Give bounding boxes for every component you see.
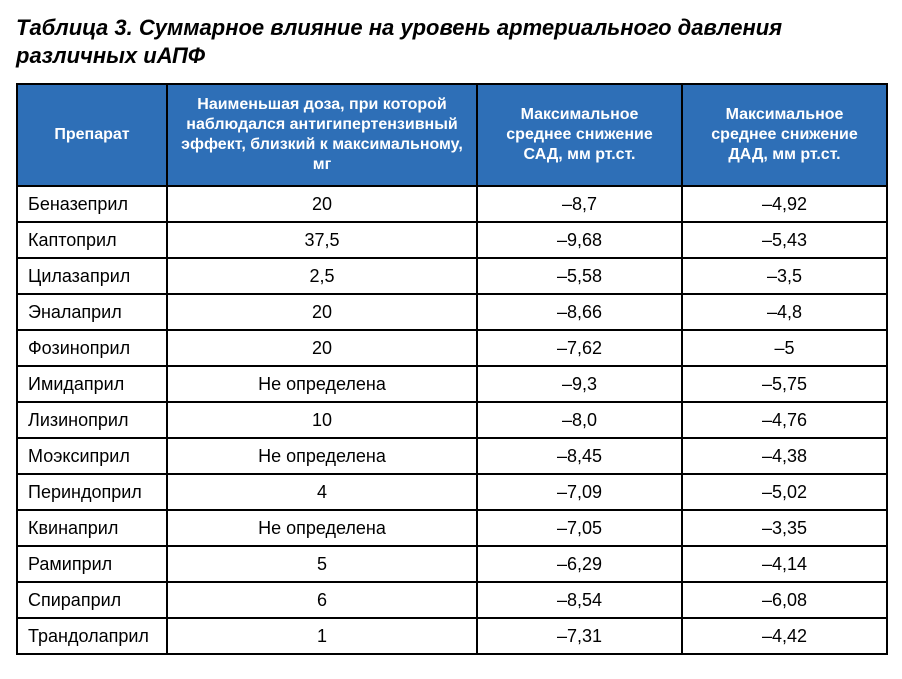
table-row: Лизиноприл10–8,0–4,76 xyxy=(17,402,887,438)
cell-sad: –7,31 xyxy=(477,618,682,654)
cell-dad: –4,76 xyxy=(682,402,887,438)
cell-dose: Не определена xyxy=(167,438,477,474)
cell-sad: –7,09 xyxy=(477,474,682,510)
cell-sad: –8,0 xyxy=(477,402,682,438)
table-row: Спираприл6–8,54–6,08 xyxy=(17,582,887,618)
table-row: Беназеприл20–8,7–4,92 xyxy=(17,186,887,222)
cell-dad: –4,38 xyxy=(682,438,887,474)
cell-sad: –8,66 xyxy=(477,294,682,330)
cell-sad: –8,7 xyxy=(477,186,682,222)
cell-drug: Периндоприл xyxy=(17,474,167,510)
table-body: Беназеприл20–8,7–4,92Каптоприл37,5–9,68–… xyxy=(17,186,887,654)
cell-drug: Квинаприл xyxy=(17,510,167,546)
cell-dose: 4 xyxy=(167,474,477,510)
table-row: Рамиприл5–6,29–4,14 xyxy=(17,546,887,582)
cell-dad: –4,42 xyxy=(682,618,887,654)
table-row: Фозиноприл20–7,62–5 xyxy=(17,330,887,366)
table-row: Трандолаприл1–7,31–4,42 xyxy=(17,618,887,654)
cell-dose: 37,5 xyxy=(167,222,477,258)
table-row: Периндоприл4–7,09–5,02 xyxy=(17,474,887,510)
cell-dad: –4,8 xyxy=(682,294,887,330)
cell-dad: –3,5 xyxy=(682,258,887,294)
cell-drug: Имидаприл xyxy=(17,366,167,402)
cell-dose: 20 xyxy=(167,330,477,366)
cell-drug: Цилазаприл xyxy=(17,258,167,294)
cell-dose: 20 xyxy=(167,294,477,330)
cell-dose: 1 xyxy=(167,618,477,654)
col-header-drug: Препарат xyxy=(17,84,167,186)
cell-sad: –8,45 xyxy=(477,438,682,474)
data-table: Препарат Наименьшая доза, при которой на… xyxy=(16,83,888,655)
cell-drug: Моэксиприл xyxy=(17,438,167,474)
cell-dad: –5 xyxy=(682,330,887,366)
cell-drug: Фозиноприл xyxy=(17,330,167,366)
col-header-dose: Наименьшая доза, при которой наблюдался … xyxy=(167,84,477,186)
cell-dad: –5,43 xyxy=(682,222,887,258)
cell-dose: 5 xyxy=(167,546,477,582)
cell-drug: Лизиноприл xyxy=(17,402,167,438)
cell-dose: Не определена xyxy=(167,366,477,402)
cell-drug: Трандолаприл xyxy=(17,618,167,654)
table-head: Препарат Наименьшая доза, при которой на… xyxy=(17,84,887,186)
cell-dose: 2,5 xyxy=(167,258,477,294)
table-row: Цилазаприл2,5–5,58–3,5 xyxy=(17,258,887,294)
cell-dad: –5,02 xyxy=(682,474,887,510)
cell-dose: 6 xyxy=(167,582,477,618)
table-row: ИмидаприлНе определена–9,3–5,75 xyxy=(17,366,887,402)
cell-drug: Спираприл xyxy=(17,582,167,618)
table-caption: Таблица 3. Суммарное влияние на уровень … xyxy=(16,14,886,69)
cell-sad: –5,58 xyxy=(477,258,682,294)
cell-sad: –7,62 xyxy=(477,330,682,366)
table-row: Каптоприл37,5–9,68–5,43 xyxy=(17,222,887,258)
cell-drug: Каптоприл xyxy=(17,222,167,258)
page-container: Таблица 3. Суммарное влияние на уровень … xyxy=(0,0,902,679)
table-header-row: Препарат Наименьшая доза, при которой на… xyxy=(17,84,887,186)
col-header-sad: Максимальное среднее снижение САД, мм рт… xyxy=(477,84,682,186)
cell-dose: Не определена xyxy=(167,510,477,546)
table-row: КвинаприлНе определена–7,05–3,35 xyxy=(17,510,887,546)
cell-dose: 10 xyxy=(167,402,477,438)
cell-dad: –6,08 xyxy=(682,582,887,618)
cell-sad: –8,54 xyxy=(477,582,682,618)
cell-dad: –5,75 xyxy=(682,366,887,402)
cell-sad: –9,3 xyxy=(477,366,682,402)
cell-drug: Беназеприл xyxy=(17,186,167,222)
cell-dose: 20 xyxy=(167,186,477,222)
cell-sad: –7,05 xyxy=(477,510,682,546)
cell-sad: –6,29 xyxy=(477,546,682,582)
cell-drug: Эналаприл xyxy=(17,294,167,330)
col-header-dad: Максимальное среднее снижение ДАД, мм рт… xyxy=(682,84,887,186)
cell-drug: Рамиприл xyxy=(17,546,167,582)
cell-dad: –4,92 xyxy=(682,186,887,222)
table-row: МоэксиприлНе определена–8,45–4,38 xyxy=(17,438,887,474)
cell-dad: –4,14 xyxy=(682,546,887,582)
table-row: Эналаприл20–8,66–4,8 xyxy=(17,294,887,330)
cell-dad: –3,35 xyxy=(682,510,887,546)
cell-sad: –9,68 xyxy=(477,222,682,258)
